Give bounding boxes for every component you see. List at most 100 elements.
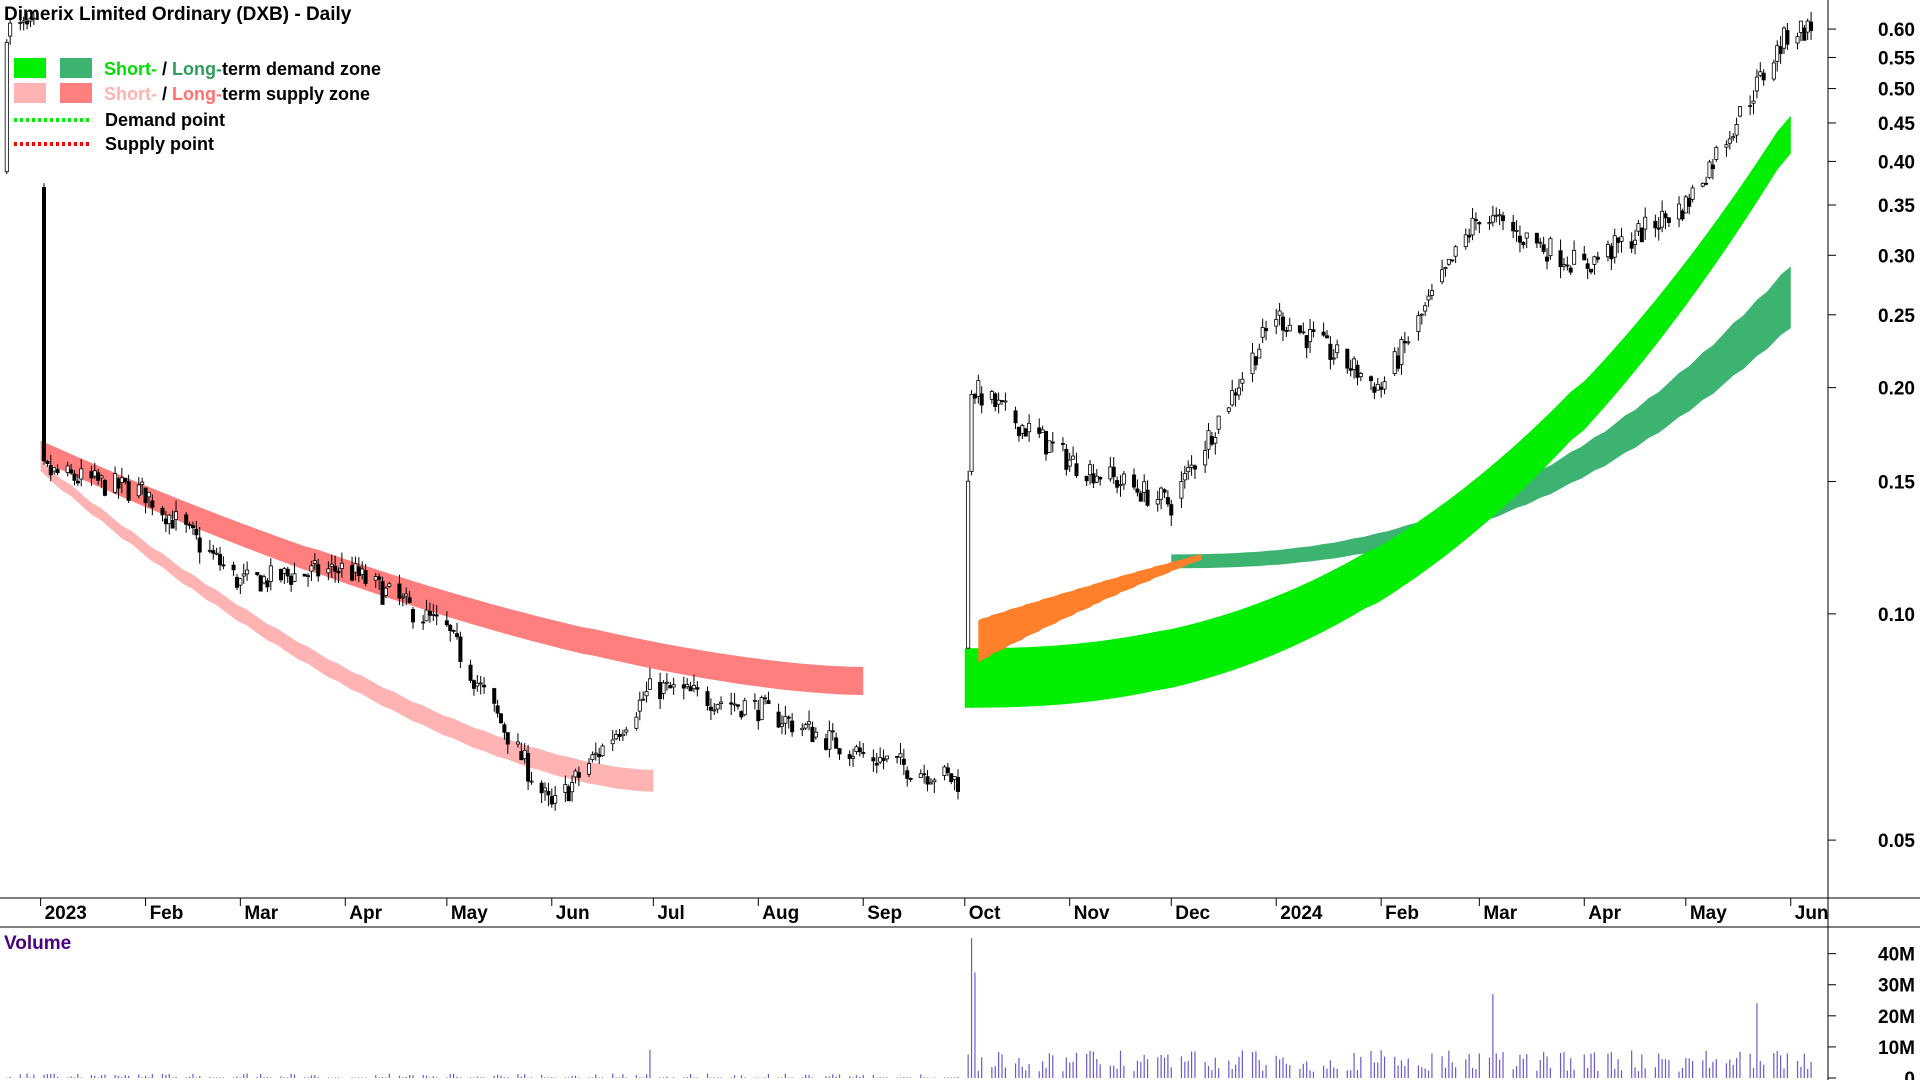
- candle-body: [1683, 196, 1688, 214]
- candle-body: [634, 716, 639, 729]
- candle-body: [45, 461, 50, 464]
- legend-long-demand-swatch: [60, 58, 92, 78]
- candle-body: [184, 514, 189, 525]
- legend-supply-point: Supply point: [105, 134, 214, 154]
- candle-body: [278, 568, 283, 581]
- candle-body: [326, 568, 331, 574]
- candle-body: [908, 778, 913, 780]
- candle-body: [1084, 475, 1089, 482]
- candle-body: [1209, 436, 1214, 445]
- candle-body: [1311, 329, 1316, 332]
- candle-body: [1653, 220, 1658, 229]
- candle-body: [576, 772, 581, 778]
- candle-body: [573, 770, 578, 778]
- candle-body: [1748, 105, 1753, 107]
- volume-tick-label: 10M: [1878, 1038, 1915, 1059]
- candle-body: [813, 731, 818, 738]
- candle-body: [505, 732, 510, 745]
- candle-body: [1467, 234, 1472, 238]
- candle-body: [854, 746, 859, 752]
- price-tick-label: 0.20: [1878, 379, 1915, 400]
- candle-body: [719, 701, 724, 704]
- candle-body: [1419, 313, 1424, 316]
- candle-body: [160, 507, 165, 516]
- candle-body: [1751, 100, 1756, 104]
- candle-body: [1775, 45, 1780, 62]
- candle-body: [776, 711, 781, 728]
- candle-body: [89, 471, 94, 479]
- candle-body: [1727, 138, 1732, 144]
- candle-body: [1477, 222, 1482, 225]
- time-tick-label: 2024: [1280, 903, 1323, 924]
- candle-body: [972, 394, 977, 399]
- candle-body: [1677, 203, 1682, 220]
- candle-body: [1633, 239, 1638, 245]
- candle-body: [1582, 253, 1587, 261]
- candle-body: [72, 473, 77, 481]
- candle-body: [1189, 464, 1194, 468]
- candle-body: [387, 583, 392, 587]
- candle-body: [1524, 232, 1529, 239]
- candle-body: [52, 467, 57, 472]
- candle-body: [400, 596, 405, 599]
- candle-body: [1643, 216, 1648, 230]
- candle-body: [1680, 210, 1685, 220]
- candle-body: [1402, 340, 1407, 344]
- candle-body: [207, 549, 212, 552]
- candle-body: [478, 682, 483, 685]
- candle-body: [475, 682, 480, 687]
- candle-body: [1000, 400, 1005, 402]
- candle-body: [766, 700, 771, 705]
- candle-body: [901, 758, 906, 765]
- candle-body: [231, 564, 236, 571]
- candle-body: [174, 511, 179, 520]
- price-tick-label: 0.10: [1878, 605, 1915, 626]
- volume-tick-label: 20M: [1878, 1007, 1915, 1028]
- candle-body: [1731, 136, 1736, 139]
- candle-body: [1734, 124, 1739, 136]
- candle-body: [1284, 330, 1289, 332]
- candle-body: [1666, 217, 1671, 223]
- candle-body: [1047, 440, 1052, 453]
- candle-body: [1629, 241, 1634, 249]
- candle-body: [1382, 381, 1387, 390]
- candle-body: [268, 565, 273, 582]
- candle-body: [336, 570, 341, 574]
- candle-body: [1450, 259, 1455, 262]
- candle-body: [1159, 487, 1164, 500]
- candle-body: [1023, 428, 1028, 437]
- candle-body: [1710, 164, 1715, 170]
- candle-body: [729, 702, 734, 705]
- candle-body: [543, 787, 548, 792]
- candle-body: [150, 500, 155, 508]
- time-tick-label: Feb: [1385, 903, 1419, 924]
- volume-tick-label: 40M: [1878, 945, 1915, 966]
- candle-body: [1406, 341, 1411, 344]
- candle-body: [316, 563, 321, 577]
- candle-body: [593, 752, 598, 755]
- candle-body: [1355, 364, 1360, 378]
- candle-body: [444, 620, 449, 626]
- candle-body: [1771, 62, 1776, 80]
- candle-body: [644, 691, 649, 697]
- candle-body: [1605, 244, 1610, 258]
- legend-long-supply-swatch: [60, 83, 92, 103]
- candle-body: [1754, 76, 1759, 92]
- candle-body: [373, 576, 378, 581]
- candle-body: [1785, 30, 1790, 45]
- legend-demand-zone: Short- / Long-term demand zone: [104, 59, 381, 79]
- volume-tick-label: 30M: [1878, 976, 1915, 997]
- candle-body: [1016, 426, 1021, 437]
- candle-body: [1236, 387, 1241, 396]
- candle-body: [570, 782, 575, 793]
- candle-body: [1372, 386, 1377, 393]
- candle-body: [1155, 499, 1160, 505]
- candle-body: [1003, 400, 1008, 403]
- time-tick-label: Dec: [1175, 903, 1210, 924]
- candle-body: [424, 609, 429, 622]
- candle-body: [1423, 305, 1428, 312]
- candle-body: [75, 480, 80, 484]
- candle-body: [1426, 295, 1431, 301]
- candle-body: [265, 580, 270, 588]
- candle-body: [48, 465, 53, 476]
